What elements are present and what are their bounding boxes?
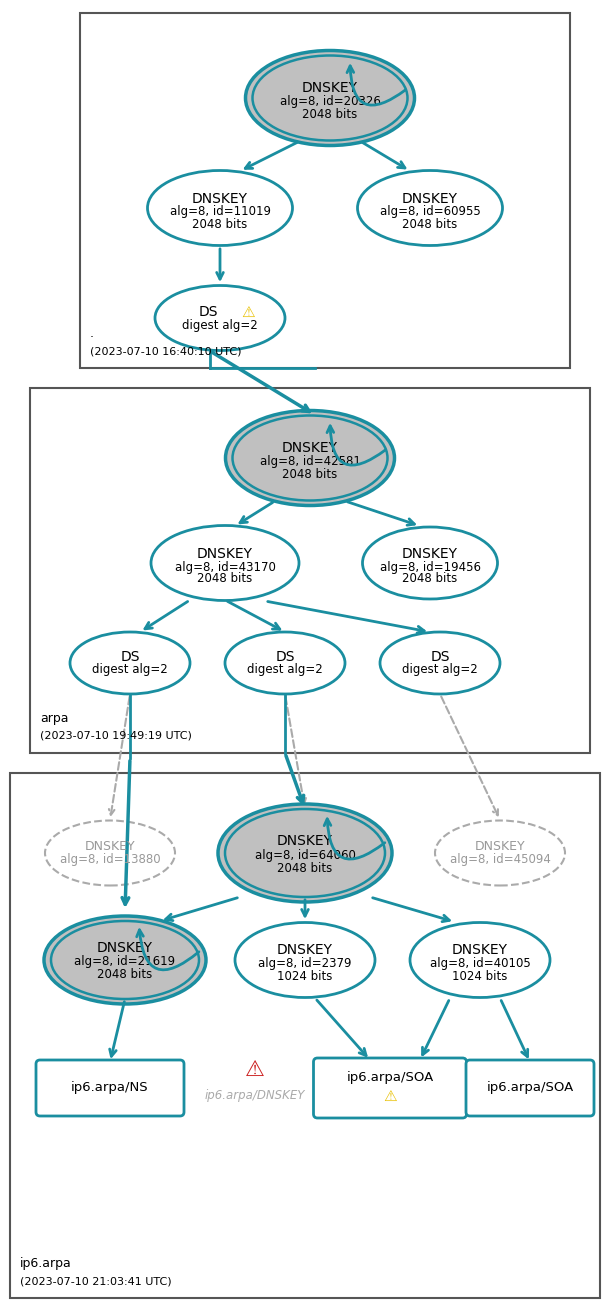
- Ellipse shape: [380, 632, 500, 695]
- Text: (2023-07-10 16:40:10 UTC): (2023-07-10 16:40:10 UTC): [90, 347, 242, 356]
- Text: ip6.arpa/NS: ip6.arpa/NS: [71, 1082, 149, 1095]
- Text: DNSKEY: DNSKEY: [192, 192, 248, 205]
- Ellipse shape: [235, 922, 375, 998]
- Ellipse shape: [410, 922, 550, 998]
- Text: .: .: [90, 327, 94, 340]
- Text: ip6.arpa/DNSKEY: ip6.arpa/DNSKEY: [205, 1090, 305, 1103]
- Bar: [30, 388, 590, 753]
- FancyBboxPatch shape: [313, 1058, 466, 1118]
- Text: digest alg=2: digest alg=2: [92, 663, 168, 676]
- Text: arpa: arpa: [40, 712, 69, 725]
- Ellipse shape: [44, 916, 206, 1005]
- Ellipse shape: [226, 411, 395, 505]
- Text: DS: DS: [275, 650, 295, 664]
- Text: DNSKEY: DNSKEY: [282, 441, 338, 455]
- Ellipse shape: [362, 527, 498, 599]
- Ellipse shape: [357, 170, 503, 246]
- FancyBboxPatch shape: [36, 1059, 184, 1116]
- Text: DNSKEY: DNSKEY: [277, 943, 333, 957]
- Text: ⚠: ⚠: [245, 1059, 265, 1080]
- Ellipse shape: [151, 526, 299, 600]
- Text: 1024 bits: 1024 bits: [277, 969, 333, 982]
- Text: 2048 bits: 2048 bits: [277, 862, 333, 875]
- Ellipse shape: [225, 810, 385, 897]
- Ellipse shape: [45, 820, 175, 886]
- Text: 2048 bits: 2048 bits: [402, 573, 458, 586]
- Ellipse shape: [218, 804, 392, 903]
- Text: 2048 bits: 2048 bits: [192, 217, 248, 230]
- Text: DNSKEY: DNSKEY: [277, 835, 333, 848]
- Text: alg=8, id=19456: alg=8, id=19456: [379, 561, 481, 573]
- Ellipse shape: [435, 820, 565, 886]
- Text: alg=8, id=40105: alg=8, id=40105: [430, 956, 530, 969]
- Text: digest alg=2: digest alg=2: [402, 663, 478, 676]
- Text: alg=8, id=20326: alg=8, id=20326: [280, 95, 381, 109]
- Text: DS: DS: [198, 305, 218, 319]
- Text: alg=8, id=21619: alg=8, id=21619: [74, 955, 175, 968]
- Text: alg=8, id=45094: alg=8, id=45094: [449, 854, 550, 866]
- Text: ip6.arpa: ip6.arpa: [20, 1257, 72, 1270]
- Text: DS: DS: [120, 650, 140, 664]
- Text: ⚠: ⚠: [241, 305, 255, 319]
- Text: (2023-07-10 19:49:19 UTC): (2023-07-10 19:49:19 UTC): [40, 731, 192, 742]
- Text: DNSKEY: DNSKEY: [474, 840, 525, 853]
- Text: 1024 bits: 1024 bits: [452, 969, 508, 982]
- Text: DS: DS: [430, 650, 450, 664]
- Bar: [10, 773, 600, 1298]
- Text: DNSKEY: DNSKEY: [302, 81, 358, 95]
- Text: 2048 bits: 2048 bits: [302, 109, 357, 122]
- Text: alg=8, id=43170: alg=8, id=43170: [175, 561, 275, 573]
- Text: DNSKEY: DNSKEY: [97, 940, 153, 955]
- Text: alg=8, id=42581: alg=8, id=42581: [259, 455, 360, 468]
- FancyBboxPatch shape: [466, 1059, 594, 1116]
- Text: DNSKEY: DNSKEY: [402, 547, 458, 561]
- Ellipse shape: [70, 632, 190, 695]
- Text: alg=8, id=13880: alg=8, id=13880: [59, 854, 161, 866]
- Ellipse shape: [232, 416, 387, 501]
- Ellipse shape: [51, 921, 199, 999]
- Text: alg=8, id=11019: alg=8, id=11019: [170, 205, 270, 218]
- Text: 2048 bits: 2048 bits: [197, 573, 253, 586]
- Text: DNSKEY: DNSKEY: [197, 547, 253, 561]
- Text: 2048 bits: 2048 bits: [97, 968, 153, 981]
- Ellipse shape: [225, 632, 345, 695]
- Text: alg=8, id=2379: alg=8, id=2379: [258, 956, 352, 969]
- Text: digest alg=2: digest alg=2: [247, 663, 323, 676]
- Ellipse shape: [253, 55, 408, 140]
- Text: DNSKEY: DNSKEY: [85, 840, 135, 853]
- Text: digest alg=2: digest alg=2: [182, 319, 258, 332]
- Text: ip6.arpa/SOA: ip6.arpa/SOA: [346, 1071, 433, 1084]
- Text: (2023-07-10 21:03:41 UTC): (2023-07-10 21:03:41 UTC): [20, 1277, 172, 1286]
- Text: DNSKEY: DNSKEY: [452, 943, 508, 957]
- Text: alg=8, id=60955: alg=8, id=60955: [379, 205, 481, 218]
- Ellipse shape: [148, 170, 292, 246]
- Text: ⚠: ⚠: [383, 1088, 397, 1104]
- Ellipse shape: [155, 285, 285, 351]
- Bar: [80, 13, 570, 368]
- Text: alg=8, id=64060: alg=8, id=64060: [254, 849, 356, 862]
- Text: 2048 bits: 2048 bits: [283, 468, 338, 481]
- Text: DNSKEY: DNSKEY: [402, 192, 458, 205]
- Text: 2048 bits: 2048 bits: [402, 217, 458, 230]
- Text: ip6.arpa/SOA: ip6.arpa/SOA: [486, 1082, 574, 1095]
- Ellipse shape: [245, 51, 414, 145]
